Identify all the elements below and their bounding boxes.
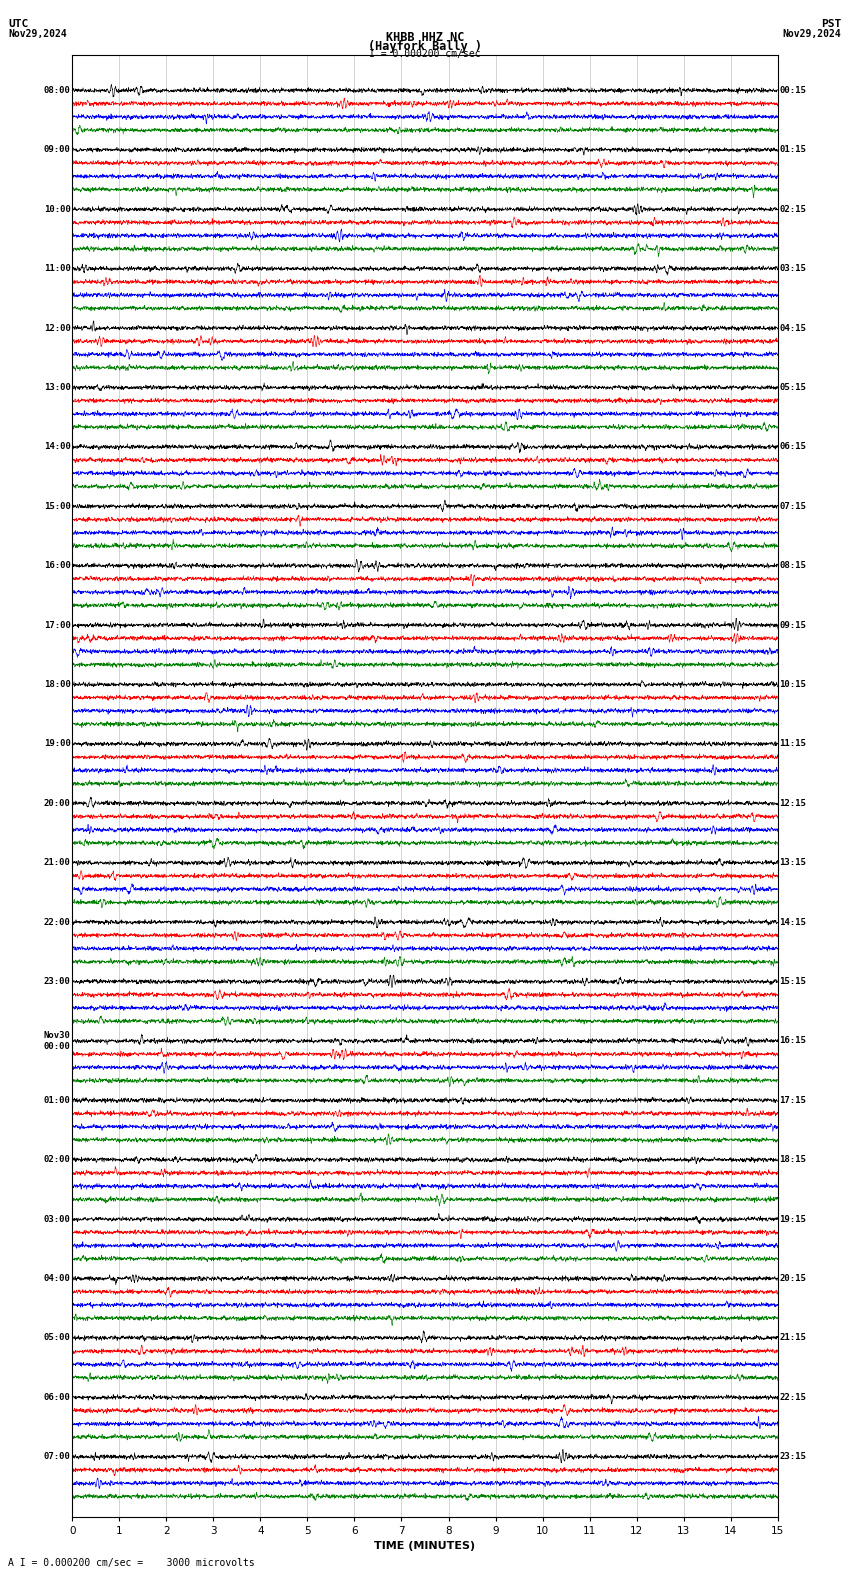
Text: 07:15: 07:15 xyxy=(779,502,807,510)
Text: 18:15: 18:15 xyxy=(779,1155,807,1164)
Text: (Hayfork Bally ): (Hayfork Bally ) xyxy=(368,40,482,54)
X-axis label: TIME (MINUTES): TIME (MINUTES) xyxy=(375,1541,475,1551)
Text: 05:15: 05:15 xyxy=(779,383,807,391)
Text: 05:00: 05:00 xyxy=(43,1334,71,1342)
Text: 03:15: 03:15 xyxy=(779,265,807,272)
Text: 22:00: 22:00 xyxy=(43,917,71,927)
Text: 23:15: 23:15 xyxy=(779,1453,807,1462)
Text: 20:15: 20:15 xyxy=(779,1274,807,1283)
Text: 16:00: 16:00 xyxy=(43,561,71,570)
Text: 11:00: 11:00 xyxy=(43,265,71,272)
Text: Nov30
00:00: Nov30 00:00 xyxy=(43,1031,71,1050)
Text: 15:00: 15:00 xyxy=(43,502,71,510)
Text: 08:00: 08:00 xyxy=(43,86,71,95)
Text: 03:00: 03:00 xyxy=(43,1215,71,1223)
Text: UTC: UTC xyxy=(8,19,29,29)
Text: 17:00: 17:00 xyxy=(43,621,71,629)
Text: 06:00: 06:00 xyxy=(43,1392,71,1402)
Text: 02:00: 02:00 xyxy=(43,1155,71,1164)
Text: 21:00: 21:00 xyxy=(43,859,71,866)
Text: 13:00: 13:00 xyxy=(43,383,71,391)
Text: 15:15: 15:15 xyxy=(779,977,807,985)
Text: 13:15: 13:15 xyxy=(779,859,807,866)
Text: 01:00: 01:00 xyxy=(43,1096,71,1104)
Text: 18:00: 18:00 xyxy=(43,680,71,689)
Text: 06:15: 06:15 xyxy=(779,442,807,451)
Text: 11:15: 11:15 xyxy=(779,740,807,748)
Text: 12:00: 12:00 xyxy=(43,323,71,333)
Text: 14:00: 14:00 xyxy=(43,442,71,451)
Text: 16:15: 16:15 xyxy=(779,1036,807,1045)
Text: PST: PST xyxy=(821,19,842,29)
Text: Nov29,2024: Nov29,2024 xyxy=(8,29,67,38)
Text: 23:00: 23:00 xyxy=(43,977,71,985)
Text: 10:15: 10:15 xyxy=(779,680,807,689)
Text: 00:15: 00:15 xyxy=(779,86,807,95)
Text: I = 0.000200 cm/sec: I = 0.000200 cm/sec xyxy=(369,49,481,59)
Text: 08:15: 08:15 xyxy=(779,561,807,570)
Text: Nov29,2024: Nov29,2024 xyxy=(783,29,842,38)
Text: 12:15: 12:15 xyxy=(779,798,807,808)
Text: 21:15: 21:15 xyxy=(779,1334,807,1342)
Text: 01:15: 01:15 xyxy=(779,146,807,154)
Text: 17:15: 17:15 xyxy=(779,1096,807,1104)
Text: 04:15: 04:15 xyxy=(779,323,807,333)
Text: 09:00: 09:00 xyxy=(43,146,71,154)
Text: 20:00: 20:00 xyxy=(43,798,71,808)
Text: 19:15: 19:15 xyxy=(779,1215,807,1223)
Text: 22:15: 22:15 xyxy=(779,1392,807,1402)
Text: 09:15: 09:15 xyxy=(779,621,807,629)
Text: A I = 0.000200 cm/sec =    3000 microvolts: A I = 0.000200 cm/sec = 3000 microvolts xyxy=(8,1559,255,1568)
Text: 07:00: 07:00 xyxy=(43,1453,71,1462)
Text: 02:15: 02:15 xyxy=(779,204,807,214)
Text: 14:15: 14:15 xyxy=(779,917,807,927)
Text: 04:00: 04:00 xyxy=(43,1274,71,1283)
Text: 10:00: 10:00 xyxy=(43,204,71,214)
Text: 19:00: 19:00 xyxy=(43,740,71,748)
Text: KHBB HHZ NC: KHBB HHZ NC xyxy=(386,30,464,44)
